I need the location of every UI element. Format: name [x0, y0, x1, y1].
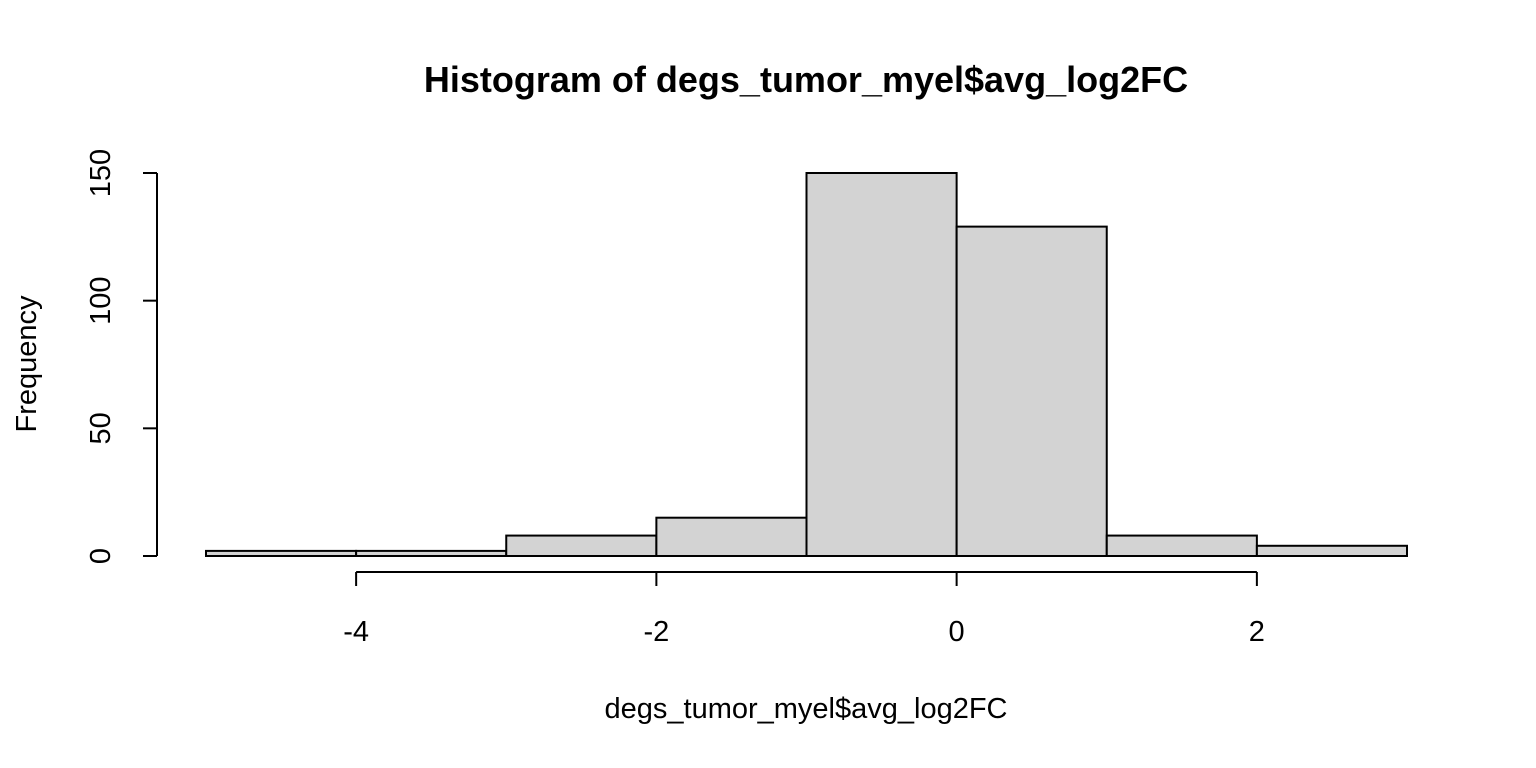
- y-tick-label: 150: [85, 149, 117, 197]
- histogram-bar: [355, 549, 508, 557]
- y-tick-label: 0: [85, 548, 117, 564]
- chart-title: Histogram of degs_tumor_myel$avg_log2FC: [424, 59, 1188, 100]
- y-axis: 0 50 100 150: [85, 149, 158, 564]
- y-axis-label: Frequency: [11, 295, 43, 433]
- x-tick-label: -2: [643, 616, 669, 648]
- x-axis: -4 -2 0 2: [343, 571, 1265, 648]
- y-tick-label: 50: [85, 412, 117, 444]
- histogram-bar: [205, 549, 358, 557]
- histogram-bar: [1105, 534, 1258, 557]
- x-axis-label: degs_tumor_myel$avg_log2FC: [605, 693, 1008, 725]
- histogram-bar: [1255, 544, 1408, 558]
- histogram-bar: [955, 225, 1108, 557]
- x-tick-label: 2: [1249, 616, 1265, 648]
- x-tick-label: 0: [949, 616, 965, 648]
- x-tick-label: -4: [343, 616, 369, 648]
- histogram-bar: [505, 534, 658, 557]
- y-tick-label: 100: [85, 276, 117, 324]
- histogram-bar: [655, 516, 808, 558]
- histogram-bar: [805, 172, 958, 557]
- bars-group: [205, 172, 1408, 558]
